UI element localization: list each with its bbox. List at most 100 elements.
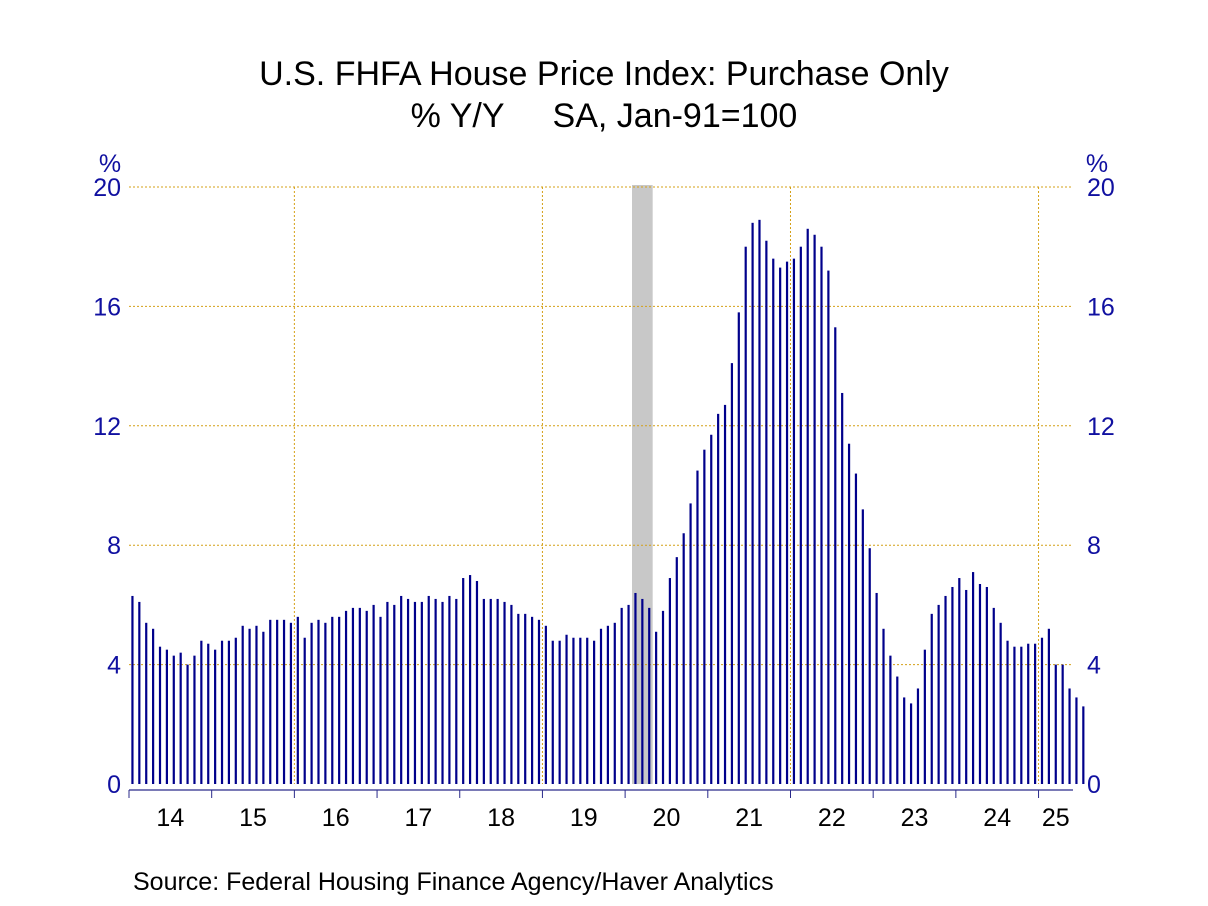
subtitle-basis: SA, Jan-91=100 <box>552 97 798 135</box>
bar <box>875 592 878 784</box>
y-tick-label-left: 8 <box>107 532 121 560</box>
bar <box>737 312 740 784</box>
bar <box>648 607 651 784</box>
bar <box>1054 664 1057 784</box>
bar <box>406 598 410 784</box>
bar <box>282 619 286 784</box>
bar <box>420 601 423 784</box>
bar <box>641 598 644 784</box>
bar <box>937 604 940 784</box>
subtitle-units: % Y/Y <box>410 97 505 135</box>
chart-subtitle: % Y/Y SA, Jan-91=100 <box>0 96 1208 136</box>
bar <box>923 649 926 784</box>
bar <box>930 613 933 784</box>
x-tick-label: 17 <box>404 804 432 832</box>
bar <box>668 578 672 784</box>
bar <box>455 598 458 784</box>
bar <box>241 625 244 784</box>
bar <box>468 575 472 784</box>
bar <box>503 601 506 784</box>
bar <box>496 598 499 784</box>
x-tick-label: 18 <box>487 804 515 832</box>
bar <box>200 640 203 784</box>
bar <box>179 652 182 784</box>
bar <box>551 640 554 784</box>
bar <box>916 688 920 784</box>
bar <box>1013 646 1016 784</box>
bar <box>475 581 479 784</box>
bar <box>661 610 665 784</box>
bar <box>758 219 761 784</box>
y-tick-label-right: 0 <box>1087 771 1101 799</box>
y-tick-label-right: 12 <box>1087 413 1115 441</box>
bar <box>131 595 134 784</box>
y-tick-label-left: 4 <box>107 652 121 680</box>
bar <box>655 631 658 784</box>
bar <box>703 449 706 784</box>
bar <box>544 625 547 784</box>
bar <box>599 628 603 784</box>
bar <box>296 616 299 784</box>
bar <box>841 392 844 784</box>
bar <box>434 598 437 784</box>
bar <box>744 246 747 784</box>
bar <box>944 595 947 784</box>
bar <box>234 637 237 784</box>
bar <box>751 222 754 784</box>
y-tick-label-right: 20 <box>1087 174 1115 202</box>
bar <box>537 619 541 784</box>
bar <box>338 616 341 784</box>
bar <box>806 228 809 785</box>
bar <box>441 601 444 784</box>
bar <box>1068 688 1071 784</box>
x-tick-label: 25 <box>1042 804 1070 832</box>
bar <box>138 601 141 784</box>
bar <box>951 586 954 784</box>
bar <box>1034 643 1037 784</box>
bar <box>861 509 864 784</box>
bar <box>165 649 168 784</box>
bar <box>882 628 885 784</box>
bar <box>971 572 975 784</box>
y-tick-label-right: 8 <box>1087 532 1101 560</box>
bar <box>207 643 210 784</box>
bar <box>827 270 830 785</box>
bar <box>834 327 837 784</box>
bar <box>606 625 609 784</box>
bar <box>379 616 382 784</box>
bar <box>779 267 782 785</box>
bar <box>152 628 155 784</box>
bar <box>765 240 768 785</box>
bar <box>586 637 589 784</box>
bar <box>627 604 630 784</box>
recession-shading <box>632 185 653 784</box>
y-tick-label-left: 20 <box>93 174 121 202</box>
bar <box>593 640 596 784</box>
bar <box>386 601 389 784</box>
bar <box>324 622 327 784</box>
bar <box>1047 628 1050 784</box>
bar <box>158 646 162 784</box>
bar <box>220 640 224 784</box>
bar <box>393 604 396 784</box>
bar <box>696 470 699 784</box>
bar <box>1040 637 1044 784</box>
bar <box>524 613 527 784</box>
bar <box>248 628 251 784</box>
x-tick-label: 14 <box>156 804 184 832</box>
bar <box>172 655 175 784</box>
bar <box>909 703 913 784</box>
x-tick-label: 15 <box>239 804 267 832</box>
bar <box>427 595 430 784</box>
bar <box>1075 697 1078 784</box>
y-tick-label-right: 16 <box>1087 293 1115 321</box>
bar <box>255 625 258 784</box>
bar <box>489 598 492 784</box>
bar <box>868 548 871 784</box>
bar <box>558 640 561 784</box>
bar <box>517 613 520 784</box>
bar <box>1006 640 1009 784</box>
bar <box>723 404 727 784</box>
bar <box>289 622 293 784</box>
